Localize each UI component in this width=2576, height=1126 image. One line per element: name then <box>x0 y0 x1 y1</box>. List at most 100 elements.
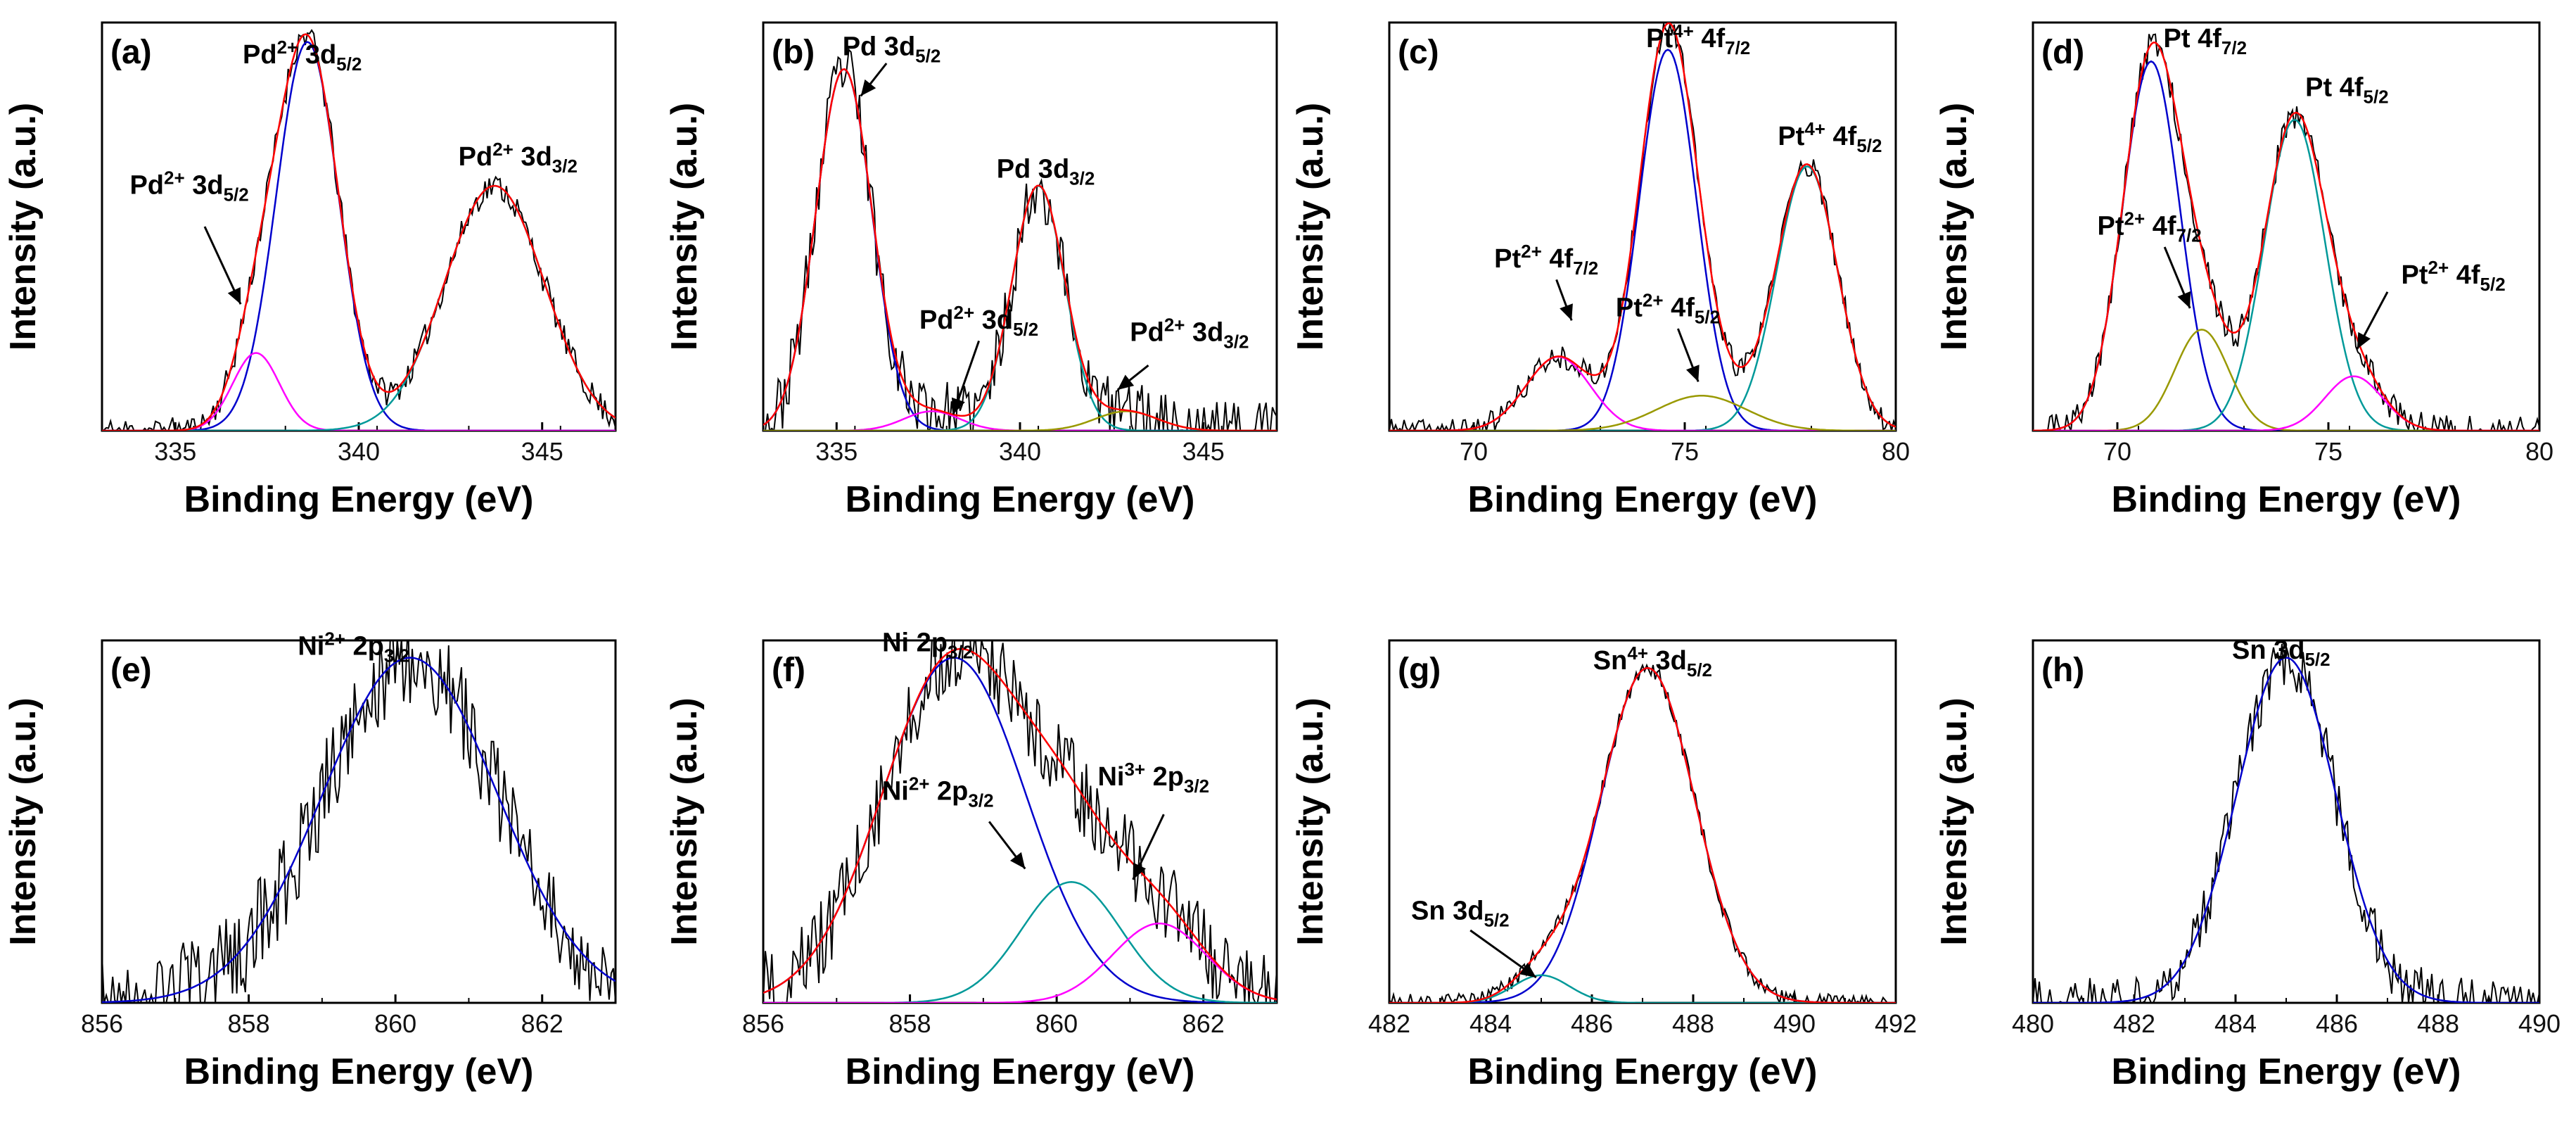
annotation-base: Pd <box>919 305 954 335</box>
panel-b: 335 340 345 Binding Energy (eV) Intensity (a… <box>664 21 1278 520</box>
arrowhead-icon <box>1010 852 1026 869</box>
peak-label: Pt 4f5/2 <box>2305 72 2389 107</box>
fit-component-1 <box>1389 49 1896 431</box>
annotation-main: 4f <box>2449 260 2480 290</box>
curves <box>102 29 616 431</box>
annotation-sup: 2+ <box>2124 208 2145 229</box>
annotation-sub: 3/2 <box>968 790 993 811</box>
annotation-main: 3d <box>298 40 336 70</box>
annotation-sup: 2+ <box>1643 290 1664 311</box>
x-tick-label: 486 <box>2316 1009 2358 1038</box>
annotation-main: 3d <box>2266 635 2305 665</box>
x-tick-label: 862 <box>1182 1009 1225 1038</box>
peak-label: Pd2+ 3d5/2 <box>129 167 248 205</box>
y-axis-title: Intensity (a.u.) <box>664 697 705 945</box>
fit-envelope-line <box>763 647 1277 1001</box>
x-tick-label: 860 <box>374 1009 416 1038</box>
annotation-sub: 5/2 <box>1856 135 1882 156</box>
fit-component-2 <box>2033 118 2539 431</box>
plot-frame <box>101 639 617 1004</box>
annotation-sup: 4+ <box>1804 118 1825 139</box>
y-axis-title: Intensity (a.u.) <box>1290 103 1331 350</box>
annotation-sup: 2+ <box>909 773 930 795</box>
annotation-sup: 3+ <box>1124 759 1145 780</box>
curves <box>2033 33 2539 431</box>
x-tick-label: 856 <box>81 1009 123 1038</box>
panel-label: (f) <box>772 652 805 689</box>
fit-component-2 <box>763 881 1277 1003</box>
x-axis-title: Binding Energy (eV) <box>2112 479 2461 520</box>
annotation-sup: 2+ <box>277 37 298 58</box>
x-tick-label: 490 <box>2518 1009 2561 1038</box>
x-axis-title: Binding Energy (eV) <box>184 1051 534 1092</box>
peak-label: Pt 4f7/2 <box>2164 24 2247 58</box>
annotation-sub: 5/2 <box>915 45 941 66</box>
fit-component-1 <box>102 657 616 1003</box>
annotation-base: Pt <box>2305 72 2332 102</box>
x-tick-label: 335 <box>154 437 196 466</box>
x-tick-label: 340 <box>999 437 1041 466</box>
x-tick-label: 340 <box>338 437 380 466</box>
annotation-base: Sn <box>1411 897 1446 926</box>
panel-label: (c) <box>1398 34 1439 71</box>
panel-a: 335 340 345 Binding Energy (eV) Intensity (a… <box>3 21 617 520</box>
annotation-main: 4f <box>2145 212 2176 241</box>
annotation-sub: 5/2 <box>336 53 362 75</box>
x-tick-label: 858 <box>889 1009 931 1038</box>
arrowhead-icon <box>951 397 965 415</box>
x-tick-label: 488 <box>1672 1009 1714 1038</box>
annotation-main: 4f <box>1825 122 1857 151</box>
fit-component-1 <box>2033 657 2539 1003</box>
x-tick-label: 492 <box>1875 1009 1917 1038</box>
arrowhead-icon <box>1560 303 1573 321</box>
annotation-main: 3d <box>1446 897 1484 926</box>
annotation-base: Pd <box>459 142 493 172</box>
panel-label: (h) <box>2041 652 2084 689</box>
fit-component-1 <box>1389 667 1896 1003</box>
x-tick-label: 486 <box>1571 1009 1613 1038</box>
annotation-base: Pt <box>1616 293 1643 323</box>
annotation-base: Pt <box>2164 24 2191 53</box>
x-tick-label: 482 <box>1368 1009 1410 1038</box>
x-tick-label: 490 <box>1773 1009 1816 1038</box>
annotation-base: Pt <box>2402 260 2428 290</box>
annotation-sub: 5/2 <box>1695 307 1720 328</box>
peak-label: Sn 3d5/2 <box>1411 897 1510 931</box>
annotation-base: Pd <box>843 32 877 61</box>
x-tick-label: 345 <box>1182 437 1225 466</box>
panel-label: (g) <box>1398 652 1441 689</box>
arrowhead-icon <box>860 79 876 96</box>
peak-label: Pt2+ 4f7/2 <box>1494 241 1598 279</box>
peak-label: Sn 3d5/2 <box>2232 635 2330 670</box>
y-axis-title: Intensity (a.u.) <box>1934 103 1975 350</box>
annotation-sup: 2+ <box>1164 314 1185 335</box>
annotation-base: Pt <box>1778 122 1804 151</box>
peak-label: Pd2+ 3d5/2 <box>919 302 1038 340</box>
curves <box>2033 643 2539 1003</box>
annotation-sub: 7/2 <box>2176 225 2202 246</box>
peak-label: Pt2+ 4f7/2 <box>2098 208 2202 246</box>
fit-component-3 <box>763 922 1277 1003</box>
annotation-base: Sn <box>2232 635 2266 665</box>
peak-label: Ni2+ 2p3/2 <box>882 773 994 811</box>
x-tick-label: 484 <box>1469 1009 1512 1038</box>
raw-spectrum-line <box>102 640 616 1003</box>
annotation-main: 3d <box>876 32 915 61</box>
x-axis-title: Binding Energy (eV) <box>1468 1051 1818 1092</box>
annotation-sub: 3/2 <box>552 156 578 177</box>
panel-h: 480 482 484 486 488 490 Binding Energy (eV) Int… <box>1934 635 2561 1092</box>
annotation-base: Pd <box>129 171 164 201</box>
arrowhead-icon <box>1117 374 1135 390</box>
y-axis-title: Intensity (a.u.) <box>3 697 44 945</box>
annotation-main: 3d <box>1031 154 1069 184</box>
annotation-main: 2p <box>1145 762 1184 792</box>
x-tick-label: 856 <box>742 1009 784 1038</box>
y-axis-title: Intensity (a.u.) <box>1290 697 1331 945</box>
x-tick-label: 482 <box>2113 1009 2155 1038</box>
annotation-sup: 2+ <box>164 167 185 189</box>
plot-frame <box>1388 639 1897 1004</box>
peak-label: Ni 2p3/2 <box>882 628 973 662</box>
peak-label: Pd2+ 3d3/2 <box>459 139 578 177</box>
annotation-main: 4f <box>1542 244 1574 274</box>
